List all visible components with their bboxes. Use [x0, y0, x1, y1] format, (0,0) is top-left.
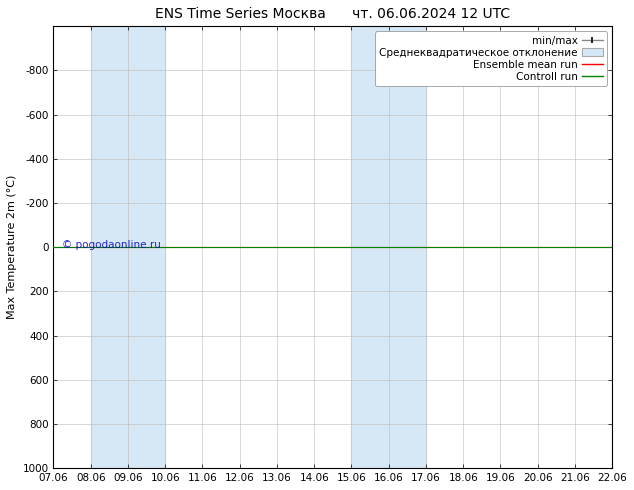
Y-axis label: Max Temperature 2m (°C): Max Temperature 2m (°C) [7, 175, 17, 319]
Bar [351, 26, 426, 468]
Title: ENS Time Series Москва      чт. 06.06.2024 12 UTC: ENS Time Series Москва чт. 06.06.2024 12… [155, 7, 510, 21]
Bar [612, 26, 631, 468]
Legend: min/max, Среднеквадратическое отклонение, Ensemble mean run, Controll run: min/max, Среднеквадратическое отклонение… [375, 31, 607, 86]
Bar [91, 26, 165, 468]
Text: © pogodaonline.ru: © pogodaonline.ru [62, 240, 161, 250]
